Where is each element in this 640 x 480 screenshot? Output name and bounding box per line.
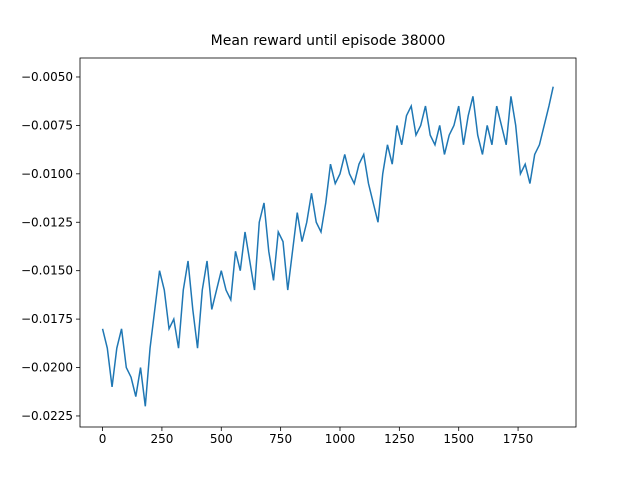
x-tick-label: 1500 bbox=[443, 432, 474, 446]
chart-title: Mean reward until episode 38000 bbox=[211, 33, 446, 49]
y-tick-label: −0.0200 bbox=[21, 361, 73, 375]
x-tick-label: 500 bbox=[210, 432, 233, 446]
y-tick-label: −0.0075 bbox=[21, 118, 73, 132]
y-tick-label: −0.0125 bbox=[21, 215, 73, 229]
x-tick-label: 250 bbox=[150, 432, 173, 446]
axes-frame bbox=[79, 57, 577, 428]
y-tick-label: −0.0150 bbox=[21, 264, 73, 278]
data-line bbox=[101, 86, 554, 407]
y-tick-label: −0.0225 bbox=[21, 409, 73, 423]
y-tick-label: −0.0175 bbox=[21, 312, 73, 326]
x-tick-label: 750 bbox=[269, 432, 292, 446]
x-tick-label: 0 bbox=[99, 432, 107, 446]
x-tick-label: 1250 bbox=[384, 432, 415, 446]
x-tick-label: 1750 bbox=[503, 432, 534, 446]
y-tick-label: −0.0050 bbox=[21, 70, 73, 84]
y-tick-label: −0.0100 bbox=[21, 167, 73, 181]
x-tick-label: 1000 bbox=[325, 432, 356, 446]
